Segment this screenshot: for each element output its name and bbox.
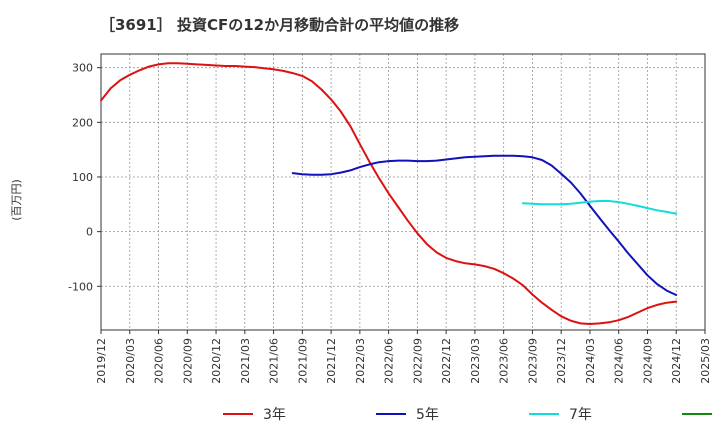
- chart-svg: ［3691］ 投資CFの12か月移動合計の平均値の推移 300 200 100 0 -1…: [0, 0, 720, 440]
- x-tick-label: 2021/12: [325, 338, 338, 384]
- x-tick-label: 2024/06: [613, 338, 626, 384]
- legend-entry: 3年: [223, 407, 286, 423]
- x-tick-label: 2023/06: [498, 338, 511, 384]
- legend: 3年 5年 7年 10年: [223, 407, 720, 423]
- x-tick-label: 2022/06: [383, 338, 396, 384]
- chart: ［3691］ 投資CFの12か月移動合計の平均値の推移 300 200 100 0 -1…: [0, 0, 720, 440]
- x-tick-label: 2019/12: [95, 338, 108, 384]
- x-tick-label: 2024/03: [584, 338, 597, 384]
- y-tick-label: -100: [68, 280, 93, 293]
- legend-label: 5年: [416, 407, 439, 423]
- x-tick-label: 2024/12: [670, 338, 683, 384]
- legend-entry: 10年: [682, 407, 720, 423]
- x-axis: 2019/12 2020/03 2020/06 2020/09 2020/12 2021/…: [95, 330, 712, 384]
- x-tick-label: 2020/09: [181, 338, 194, 384]
- x-tick-label: 2023/03: [469, 338, 482, 384]
- x-tick-label: 2023/12: [555, 338, 568, 384]
- legend-label: 7年: [569, 407, 592, 423]
- y-tick-label: 100: [72, 171, 93, 184]
- y-axis-label: (百万円): [10, 179, 23, 221]
- x-tick-label: 2022/03: [354, 338, 367, 384]
- x-tick-label: 2021/09: [296, 338, 309, 384]
- y-tick-label: 300: [72, 62, 93, 75]
- x-tick-label: 2025/03: [699, 338, 712, 384]
- x-tick-label: 2022/12: [440, 338, 453, 384]
- x-tick-label: 2020/12: [210, 338, 223, 384]
- y-tick-label: 0: [86, 226, 93, 239]
- x-tick-label: 2023/09: [526, 338, 539, 384]
- legend-label: 3年: [263, 407, 286, 423]
- x-tick-label: 2020/03: [124, 338, 137, 384]
- legend-entry: 7年: [529, 407, 592, 423]
- series-line-3: [523, 201, 676, 214]
- x-tick-label: 2024/09: [641, 338, 654, 384]
- x-tick-label: 2022/09: [411, 338, 424, 384]
- y-axis: 300 200 100 0 -100: [68, 62, 101, 294]
- legend-entry: 5年: [376, 407, 439, 423]
- grid: [101, 54, 705, 330]
- chart-title: ［3691］ 投資CFの12か月移動合計の平均値の推移: [100, 16, 459, 34]
- x-tick-label: 2021/03: [239, 338, 252, 384]
- plot-frame: [101, 54, 705, 330]
- y-tick-label: 200: [72, 116, 93, 129]
- x-tick-label: 2021/06: [268, 338, 281, 384]
- x-tick-label: 2020/06: [153, 338, 166, 384]
